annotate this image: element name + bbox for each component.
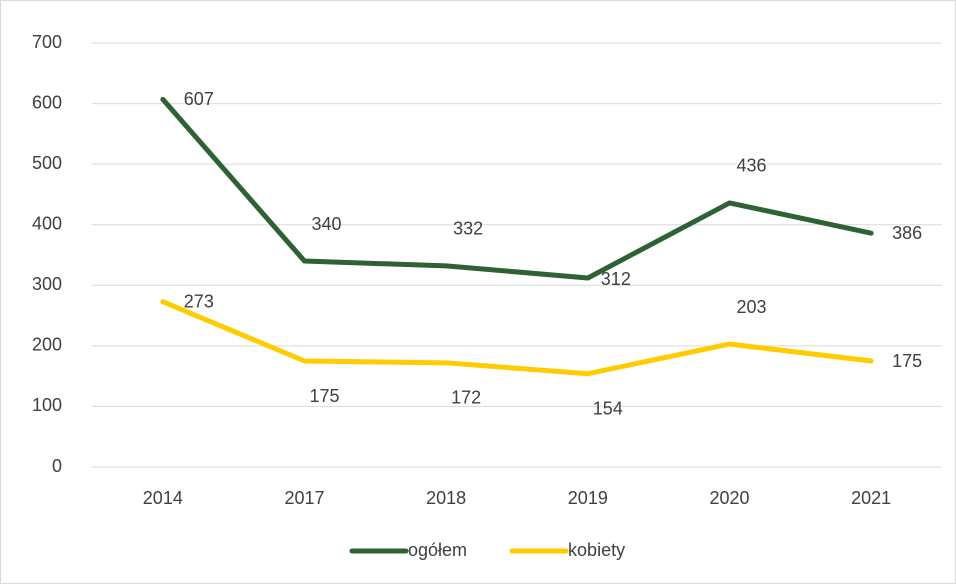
data-label: 172 [451, 388, 481, 408]
series-line [160, 96, 874, 281]
series-line [160, 299, 874, 377]
y-tick-label: 600 [32, 92, 62, 112]
y-tick-label: 300 [32, 274, 62, 294]
x-tick-label: 2014 [143, 488, 183, 508]
x-tick-label: 2021 [851, 488, 891, 508]
legend-label: kobiety [568, 540, 625, 560]
data-label: 175 [892, 351, 922, 371]
data-label: 386 [892, 223, 922, 243]
data-label: 175 [309, 386, 339, 406]
y-tick-label: 500 [32, 153, 62, 173]
y-tick-label: 100 [32, 395, 62, 415]
y-tick-label: 0 [52, 456, 62, 476]
data-label: 340 [311, 214, 341, 234]
y-tick-label: 400 [32, 213, 62, 233]
x-tick-label: 2018 [426, 488, 466, 508]
data-label: 312 [601, 269, 631, 289]
y-tick-label: 700 [32, 32, 62, 52]
data-label: 203 [736, 297, 766, 317]
legend-label: ogółem [408, 540, 467, 560]
x-tick-label: 2020 [709, 488, 749, 508]
data-label: 332 [453, 219, 483, 239]
data-label: 273 [184, 291, 214, 311]
x-tick-label: 2019 [568, 488, 608, 508]
y-tick-label: 200 [32, 335, 62, 355]
data-label: 436 [736, 156, 766, 176]
x-tick-label: 2017 [284, 488, 324, 508]
data-label: 607 [184, 89, 214, 109]
data-label: 154 [593, 398, 623, 418]
